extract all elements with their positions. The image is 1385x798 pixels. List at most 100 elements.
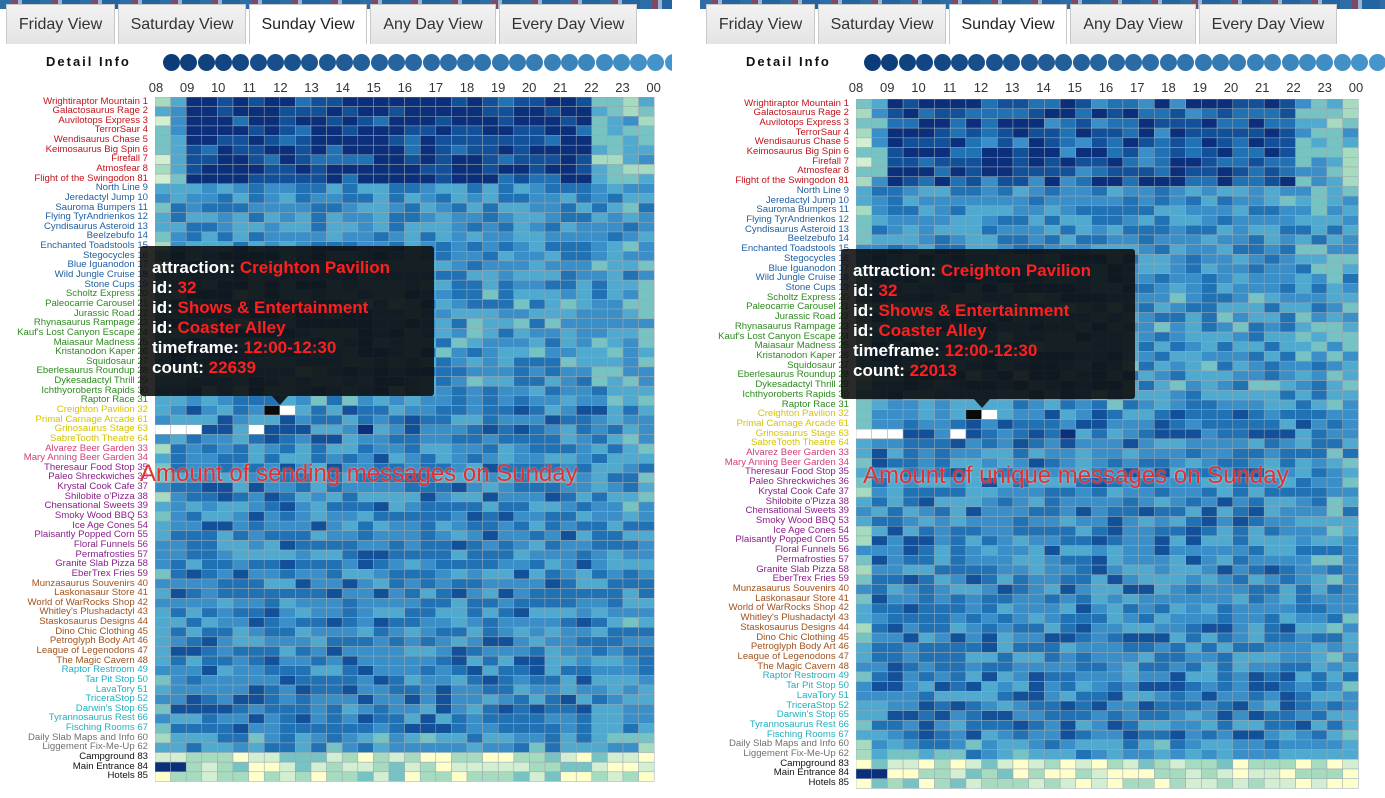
heatmap-cell[interactable] — [1232, 224, 1249, 236]
heatmap-cell[interactable] — [155, 530, 171, 541]
heatmap-cell[interactable] — [575, 279, 593, 291]
heatmap-cell[interactable] — [451, 434, 468, 445]
heatmap-cell[interactable] — [1012, 428, 1029, 440]
heatmap-cell[interactable] — [1326, 244, 1343, 255]
heatmap-cell[interactable] — [279, 501, 296, 512]
heatmap-cell[interactable] — [373, 202, 390, 213]
heatmap-cell[interactable] — [466, 549, 483, 560]
heatmap-cell[interactable] — [1201, 244, 1218, 255]
heatmap-cell[interactable] — [1216, 360, 1234, 372]
heatmap-cell[interactable] — [871, 448, 888, 459]
attraction-label[interactable]: Floral Funnels 56 — [73, 538, 148, 550]
heatmap-cell[interactable] — [1248, 428, 1265, 440]
heatmap-cell[interactable] — [1248, 778, 1265, 789]
heatmap-cell[interactable] — [591, 520, 608, 532]
heatmap-cell[interactable] — [482, 231, 499, 242]
heatmap-cell[interactable] — [1216, 525, 1234, 537]
heatmap-cell[interactable] — [1012, 234, 1029, 245]
heatmap-cell[interactable] — [1044, 739, 1061, 750]
heatmap-cell[interactable] — [934, 642, 951, 653]
heatmap-cell[interactable] — [997, 224, 1014, 236]
heatmap-cell[interactable] — [560, 328, 577, 339]
heatmap-cell[interactable] — [1342, 661, 1359, 673]
heatmap-cell[interactable] — [902, 215, 920, 226]
heatmap-cell[interactable] — [341, 713, 359, 724]
attraction-label[interactable]: Daily Slab Maps and Info 60 — [729, 738, 849, 750]
attraction-label[interactable]: Jeredactyl Jump 10 — [765, 194, 849, 206]
heatmap-cell[interactable] — [466, 752, 483, 763]
heatmap-cell[interactable] — [1279, 778, 1296, 789]
heatmap-cell[interactable] — [1044, 99, 1061, 109]
heatmap-cell[interactable] — [497, 761, 515, 773]
heatmap-cell[interactable] — [1295, 555, 1312, 566]
heatmap-cell[interactable] — [1311, 419, 1328, 430]
heatmap-cell[interactable] — [1342, 623, 1359, 634]
heatmap-cell[interactable] — [482, 511, 499, 522]
heatmap-cell[interactable] — [1248, 322, 1265, 333]
heatmap-cell[interactable] — [404, 530, 421, 541]
heatmap-cell[interactable] — [981, 525, 998, 537]
heatmap-cell[interactable] — [155, 183, 171, 194]
attraction-label[interactable]: World of WarRocks Shop 42 — [27, 596, 148, 608]
heatmap-cell[interactable] — [1295, 244, 1312, 255]
heatmap-cell[interactable] — [902, 399, 920, 410]
heatmap-cell[interactable] — [326, 97, 343, 107]
heatmap-cell[interactable] — [466, 164, 483, 175]
heatmap-cell[interactable] — [279, 405, 296, 416]
heatmap-cell[interactable] — [388, 694, 405, 705]
heatmap-cell[interactable] — [607, 675, 624, 686]
heatmap-cell[interactable] — [949, 768, 967, 779]
heatmap-cell[interactable] — [279, 231, 296, 242]
heatmap-cell[interactable] — [155, 578, 171, 589]
heatmap-cell[interactable] — [607, 144, 624, 156]
heatmap-cell[interactable] — [1185, 681, 1202, 692]
timeline-dot[interactable] — [1090, 54, 1108, 71]
heatmap-cell[interactable] — [263, 655, 281, 667]
heatmap-cell[interactable] — [482, 569, 499, 580]
heatmap-cell[interactable] — [1122, 574, 1139, 585]
heatmap-cell[interactable] — [357, 173, 374, 185]
heatmap-cell[interactable] — [310, 665, 327, 676]
heatmap-cell[interactable] — [1201, 729, 1218, 741]
heatmap-cell[interactable] — [1185, 254, 1202, 265]
heatmap-cell[interactable] — [1326, 186, 1343, 197]
heatmap-cell[interactable] — [544, 598, 561, 609]
heatmap-cell[interactable] — [1138, 720, 1155, 731]
heatmap-cell[interactable] — [373, 212, 390, 223]
heatmap-cell[interactable] — [466, 694, 483, 705]
heatmap-cell[interactable] — [1012, 525, 1029, 537]
heatmap-cell[interactable] — [1185, 778, 1202, 789]
heatmap-cell[interactable] — [295, 626, 312, 638]
heatmap-cell[interactable] — [1326, 312, 1343, 323]
heatmap-cell[interactable] — [1232, 205, 1249, 216]
heatmap-cell[interactable] — [1263, 186, 1281, 197]
heatmap-cell[interactable] — [856, 195, 872, 207]
heatmap-cell[interactable] — [1091, 720, 1108, 731]
heatmap-cell[interactable] — [1201, 749, 1218, 760]
heatmap-cell[interactable] — [1216, 409, 1234, 420]
heatmap-cell[interactable] — [1201, 506, 1218, 517]
heatmap-cell[interactable] — [591, 116, 608, 127]
heatmap-cell[interactable] — [170, 607, 187, 618]
heatmap-cell[interactable] — [856, 593, 872, 605]
attraction-label[interactable]: Raptor Race 31 — [781, 398, 849, 410]
heatmap-cell[interactable] — [1169, 390, 1186, 401]
heatmap-cell[interactable] — [1075, 516, 1092, 527]
heatmap-cell[interactable] — [201, 530, 218, 541]
heatmap-cell[interactable] — [1232, 254, 1249, 265]
heatmap-cell[interactable] — [1263, 603, 1281, 614]
heatmap-cell[interactable] — [591, 704, 608, 715]
heatmap-cell[interactable] — [388, 144, 405, 156]
heatmap-cell[interactable] — [466, 761, 483, 773]
heatmap-cell[interactable] — [388, 655, 405, 667]
timeline-dot[interactable] — [664, 54, 672, 71]
heatmap-cell[interactable] — [482, 116, 499, 127]
heatmap-cell[interactable] — [248, 732, 265, 744]
heatmap-cell[interactable] — [1154, 195, 1171, 207]
heatmap-cell[interactable] — [638, 308, 655, 319]
heatmap-cell[interactable] — [638, 704, 655, 715]
heatmap-cell[interactable] — [965, 496, 982, 508]
heatmap-cell[interactable] — [1169, 292, 1186, 304]
attraction-label[interactable]: Raptor Restroom 49 — [762, 670, 849, 682]
heatmap-cell[interactable] — [1216, 496, 1234, 508]
